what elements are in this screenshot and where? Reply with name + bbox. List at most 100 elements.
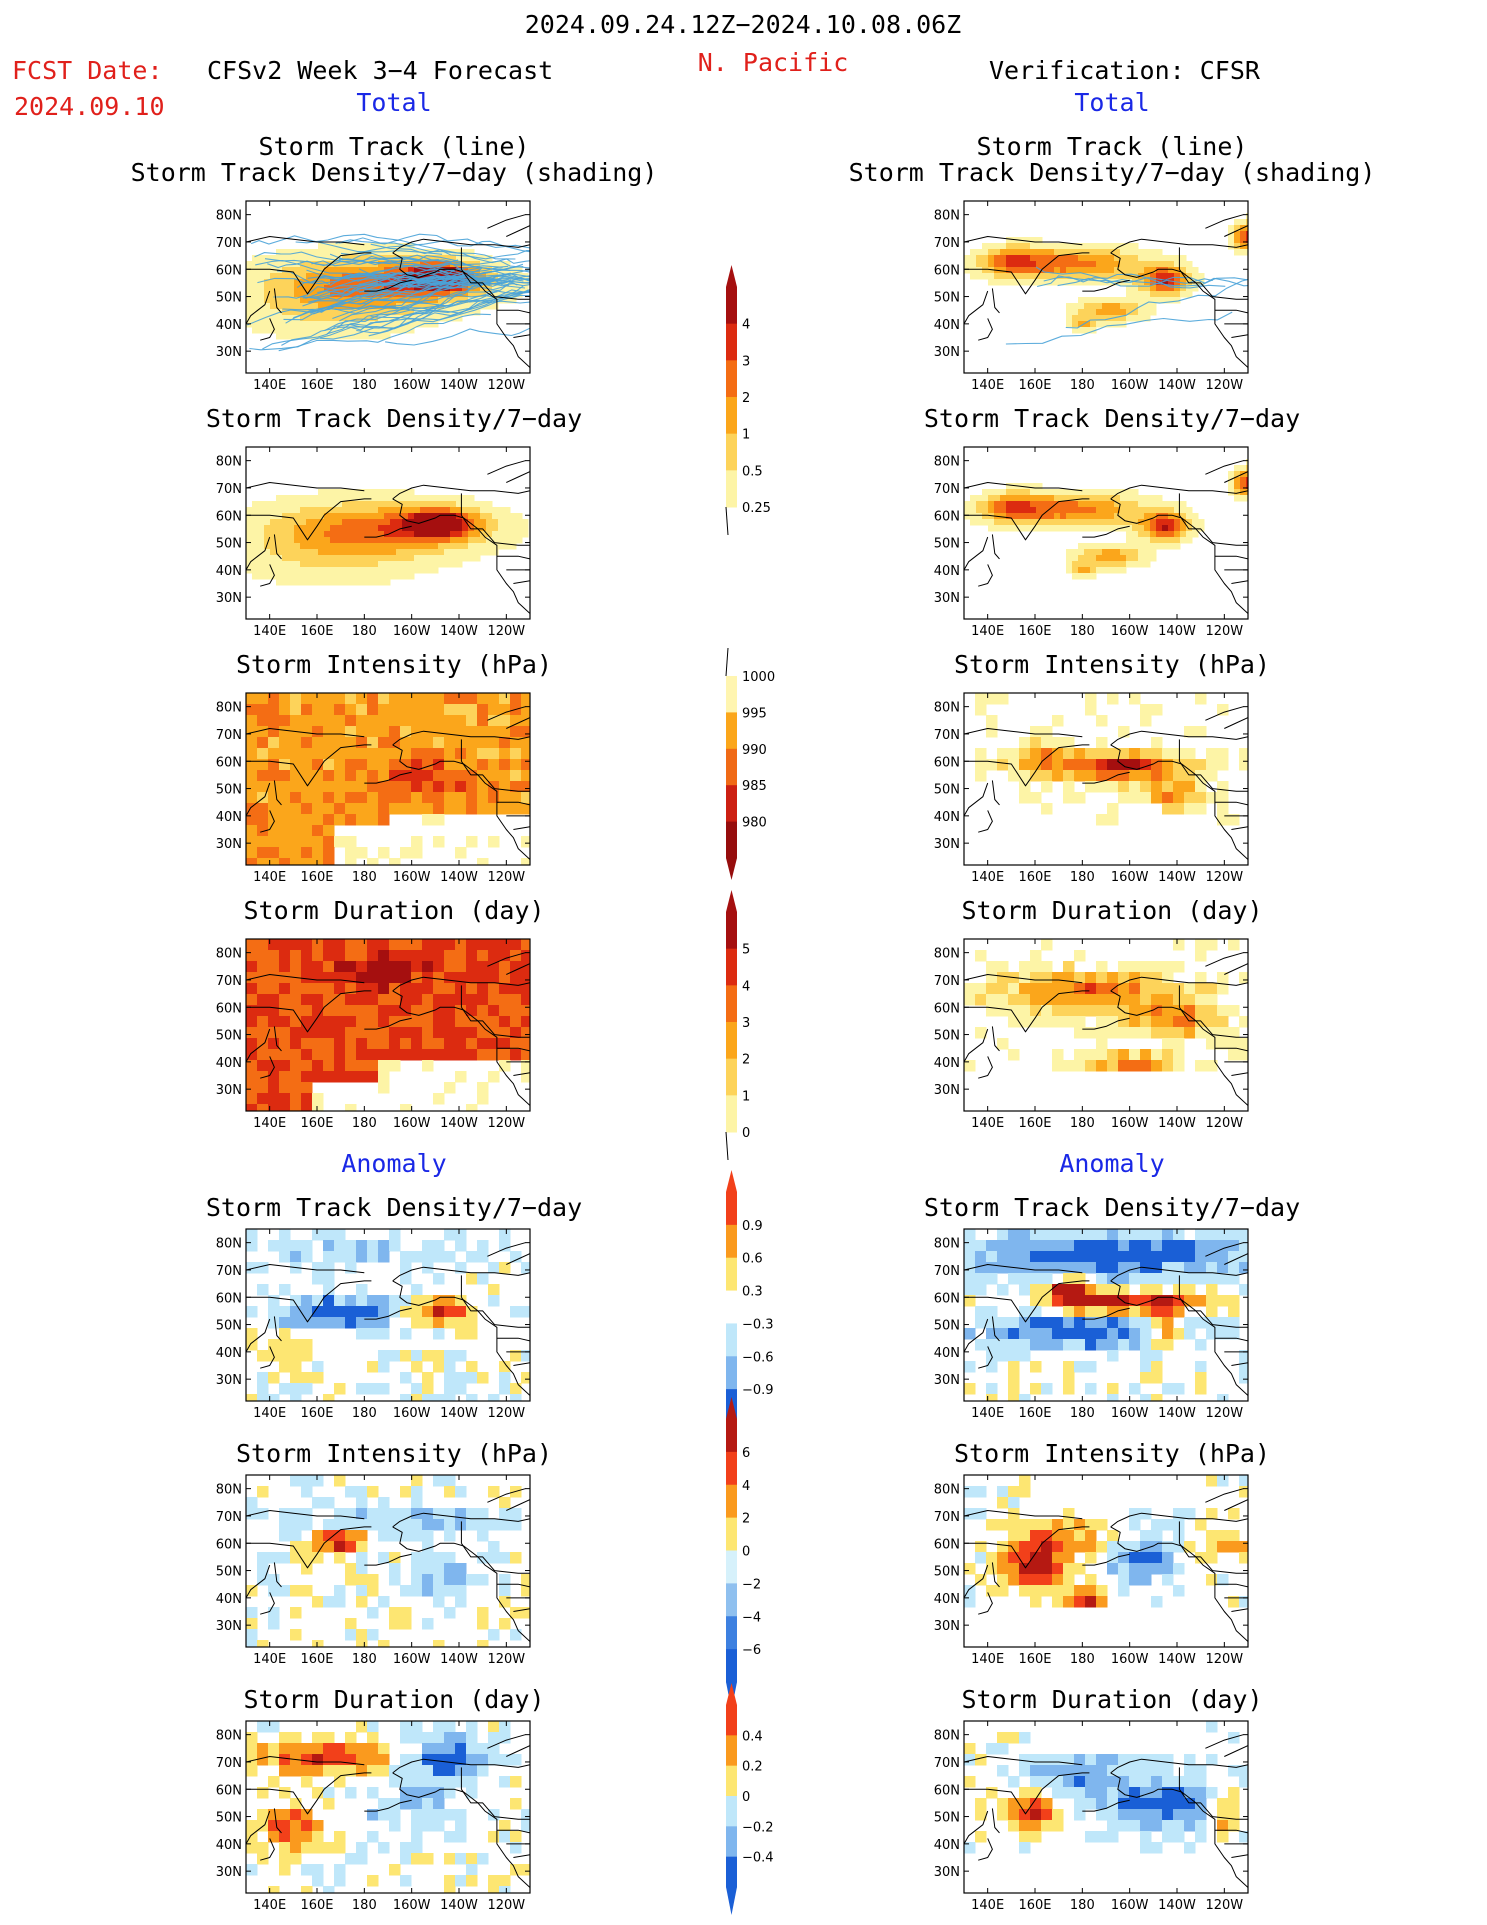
lon-tick-label: 120W bbox=[487, 1898, 525, 1913]
lon-tick-label: 140W bbox=[1158, 1406, 1196, 1421]
lat-tick-label: 30N bbox=[216, 591, 242, 606]
lon-tick-label: 120W bbox=[487, 1116, 525, 1131]
map-panel-vr_intensity: 80N 70N 60N 50N 40N 30N 140E 160E 180 160W 140W 120… bbox=[934, 692, 1249, 885]
colorbar-label: −4 bbox=[742, 1610, 761, 1625]
colorbar-density: 4 3 2 1 0.5 0.25 bbox=[725, 265, 771, 536]
lat-tick-label: 80N bbox=[216, 1483, 242, 1498]
colorbar-segment bbox=[726, 748, 737, 786]
lon-tick-label: 180 bbox=[1070, 1116, 1095, 1131]
lon-tick-label: 140W bbox=[1158, 1898, 1196, 1913]
vr-density-title: Storm Track Density/7−day bbox=[923, 404, 1301, 433]
lon-tick-label: 140E bbox=[971, 624, 1004, 639]
colorbar-label: 0.3 bbox=[742, 1285, 763, 1300]
lat-tick-label: 70N bbox=[934, 974, 960, 989]
colorbar-label: 1 bbox=[742, 428, 750, 443]
lat-tick-label: 50N bbox=[934, 1029, 960, 1044]
lon-tick-label: 160W bbox=[1111, 1406, 1149, 1421]
fc-density-anom-title: Storm Track Density/7−day bbox=[205, 1193, 583, 1222]
lat-tick-label: 80N bbox=[934, 1237, 960, 1252]
vr-duration-anom-title: Storm Duration (day) bbox=[961, 1685, 1263, 1714]
lat-tick-label: 60N bbox=[216, 1537, 242, 1552]
lat-tick-label: 50N bbox=[216, 1565, 242, 1580]
colorbar-segment bbox=[726, 1796, 737, 1827]
lat-tick-label: 40N bbox=[934, 1592, 960, 1607]
colorbar-segment bbox=[726, 912, 737, 950]
colorbar-label: 995 bbox=[742, 706, 767, 721]
lon-tick-label: 120W bbox=[487, 624, 525, 639]
lat-tick-label: 80N bbox=[216, 1729, 242, 1744]
lat-tick-label: 70N bbox=[216, 1756, 242, 1771]
lon-tick-label: 160W bbox=[393, 870, 431, 885]
lat-tick-label: 40N bbox=[934, 318, 960, 333]
colorbar-label: 0.4 bbox=[742, 1729, 763, 1744]
colorbar-segment bbox=[726, 1356, 737, 1390]
colorbar-label: 4 bbox=[742, 1479, 750, 1494]
lat-tick-label: 40N bbox=[934, 1346, 960, 1361]
colorbar-segment bbox=[726, 1583, 737, 1617]
colorbar-segment bbox=[726, 360, 737, 398]
forecast-anomaly-label: Anomaly bbox=[341, 1149, 447, 1178]
lon-tick-label: 160W bbox=[1111, 870, 1149, 885]
colorbar-label: −0.2 bbox=[742, 1820, 774, 1835]
lat-tick-label: 70N bbox=[934, 236, 960, 251]
colorbar-label: −0.3 bbox=[742, 1317, 774, 1332]
lon-tick-label: 180 bbox=[1070, 870, 1095, 885]
lat-tick-label: 60N bbox=[934, 263, 960, 278]
lat-tick-label: 50N bbox=[216, 537, 242, 552]
colorbar-segment bbox=[726, 1765, 737, 1797]
lat-tick-label: 50N bbox=[934, 1565, 960, 1580]
lon-tick-label: 140W bbox=[440, 1406, 478, 1421]
lat-tick-label: 40N bbox=[216, 1838, 242, 1853]
colorbar-segment bbox=[726, 985, 737, 1023]
map-panel-vr_density: 80N 70N 60N 50N 40N 30N 140E 160E 180 160W 140W 120… bbox=[934, 200, 1249, 393]
lon-tick-label: 120W bbox=[1205, 624, 1243, 639]
colorbar-label: 985 bbox=[742, 779, 767, 794]
colorbar-segment bbox=[726, 676, 737, 713]
colorbar-label: −0.6 bbox=[742, 1350, 774, 1365]
lon-tick-label: 140E bbox=[253, 1116, 286, 1131]
lon-tick-label: 180 bbox=[1070, 1406, 1095, 1421]
map-panel-fc_intensity: 80N 70N 60N 50N 40N 30N 140E 160E 180 160W 140W 120… bbox=[216, 692, 531, 885]
lon-tick-label: 160W bbox=[393, 378, 431, 393]
colorbar-segment bbox=[726, 1484, 737, 1519]
lat-tick-label: 80N bbox=[216, 455, 242, 470]
lon-tick-label: 160E bbox=[300, 870, 333, 885]
verification-column-title: Verification: CFSR bbox=[989, 56, 1260, 85]
vr-track-shading-title: Storm Track Density/7−day (shading) bbox=[848, 158, 1376, 187]
lat-tick-label: 30N bbox=[216, 837, 242, 852]
lon-tick-label: 180 bbox=[352, 870, 377, 885]
colorbar-segment bbox=[726, 1192, 737, 1226]
colorbar-label: 1 bbox=[742, 1089, 750, 1104]
lon-tick-label: 120W bbox=[487, 1406, 525, 1421]
lat-tick-label: 40N bbox=[216, 1346, 242, 1361]
lon-tick-label: 140W bbox=[1158, 378, 1196, 393]
colorbar-segment bbox=[726, 1649, 737, 1683]
lon-tick-label: 140E bbox=[971, 1406, 1004, 1421]
lon-tick-label: 180 bbox=[352, 1116, 377, 1131]
colorbar-segment bbox=[726, 397, 737, 435]
colorbar-segment bbox=[726, 323, 737, 361]
map-panel-fc_density: 80N 70N 60N 50N 40N 30N 140E 160E 180 160W 140W 120… bbox=[216, 446, 531, 639]
map-panel-vr_density: 80N 70N 60N 50N 40N 30N 140E 160E 180 160W 140W 120… bbox=[934, 446, 1249, 639]
verification-anomaly-label: Anomaly bbox=[1059, 1149, 1165, 1178]
colorbar-duration: 5 4 3 2 1 0 bbox=[725, 890, 750, 1161]
lat-tick-label: 60N bbox=[216, 263, 242, 278]
colorbar-intensity_anom: 6 4 2 0 −2 −4 −6 bbox=[726, 1397, 761, 1710]
map-panel-vr_duration_anom: 80N 70N 60N 50N 40N 30N 140E 160E 180 160W 140W 120… bbox=[934, 1720, 1249, 1913]
lon-tick-label: 140E bbox=[971, 1116, 1004, 1131]
lon-tick-label: 160E bbox=[300, 1898, 333, 1913]
lon-tick-label: 160W bbox=[393, 1116, 431, 1131]
colorbar-label: 3 bbox=[742, 354, 750, 369]
lat-tick-label: 30N bbox=[216, 1083, 242, 1098]
fc-track-line-title: Storm Track (line) bbox=[258, 132, 530, 161]
lat-tick-label: 50N bbox=[934, 783, 960, 798]
map-panel-vr_intensity_anom: 80N 70N 60N 50N 40N 30N 140E 160E 180 160W 140W 120… bbox=[934, 1474, 1249, 1667]
lat-tick-label: 80N bbox=[216, 1237, 242, 1252]
colorbar-segment bbox=[726, 433, 737, 471]
colorbar-segment bbox=[726, 1856, 737, 1888]
fc-duration-title: Storm Duration (day) bbox=[243, 896, 545, 925]
lon-tick-label: 140E bbox=[253, 378, 286, 393]
lon-tick-label: 140W bbox=[1158, 870, 1196, 885]
vr-intensity-anom-title: Storm Intensity (hPa) bbox=[953, 1439, 1271, 1468]
